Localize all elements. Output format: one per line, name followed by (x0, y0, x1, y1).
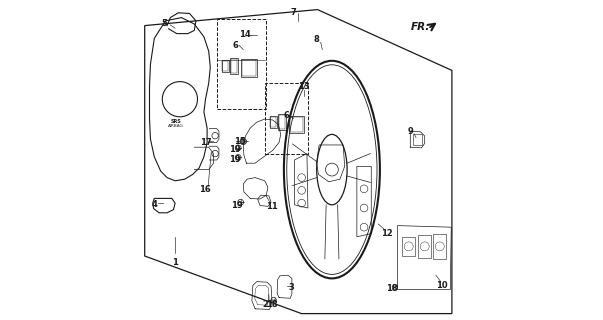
Bar (241, 59, 257, 77)
Bar (221, 60, 229, 72)
Text: AIRBAG: AIRBAG (168, 124, 184, 128)
Bar (289, 117, 303, 132)
Bar (223, 61, 227, 71)
Text: 8: 8 (314, 36, 320, 44)
Text: 17: 17 (200, 138, 212, 147)
Text: 6: 6 (283, 111, 289, 120)
Text: SRS: SRS (171, 119, 181, 124)
Text: 18: 18 (386, 284, 397, 293)
Bar (289, 116, 304, 133)
Bar (265, 83, 308, 154)
Text: 15: 15 (234, 137, 246, 146)
Bar (242, 60, 256, 76)
Text: 2: 2 (263, 300, 268, 309)
Bar (418, 235, 431, 258)
Bar (402, 237, 415, 256)
Text: 19: 19 (229, 155, 241, 164)
Text: 19: 19 (229, 145, 241, 154)
Text: 6: 6 (232, 41, 238, 50)
Text: 4: 4 (152, 200, 158, 209)
Text: 5: 5 (162, 20, 168, 28)
Text: 1: 1 (172, 258, 178, 267)
Text: 10: 10 (436, 281, 447, 290)
Bar (232, 59, 236, 73)
Circle shape (240, 138, 247, 145)
Text: 16: 16 (199, 185, 210, 194)
Text: 9: 9 (408, 127, 414, 136)
Text: 14: 14 (239, 30, 250, 39)
Bar (279, 115, 285, 129)
Bar (434, 234, 446, 259)
Text: 3: 3 (288, 283, 294, 292)
Bar (279, 114, 285, 130)
Bar (270, 116, 277, 128)
Text: 19: 19 (231, 201, 242, 210)
Text: FR.: FR. (411, 22, 431, 32)
Bar (230, 58, 238, 74)
Bar (413, 134, 422, 145)
Text: 11: 11 (266, 202, 278, 211)
Text: 12: 12 (381, 229, 393, 238)
Bar (216, 19, 267, 109)
Bar (271, 117, 276, 127)
Text: 18: 18 (267, 300, 278, 309)
Text: 7: 7 (291, 8, 297, 17)
Text: 13: 13 (298, 82, 310, 91)
